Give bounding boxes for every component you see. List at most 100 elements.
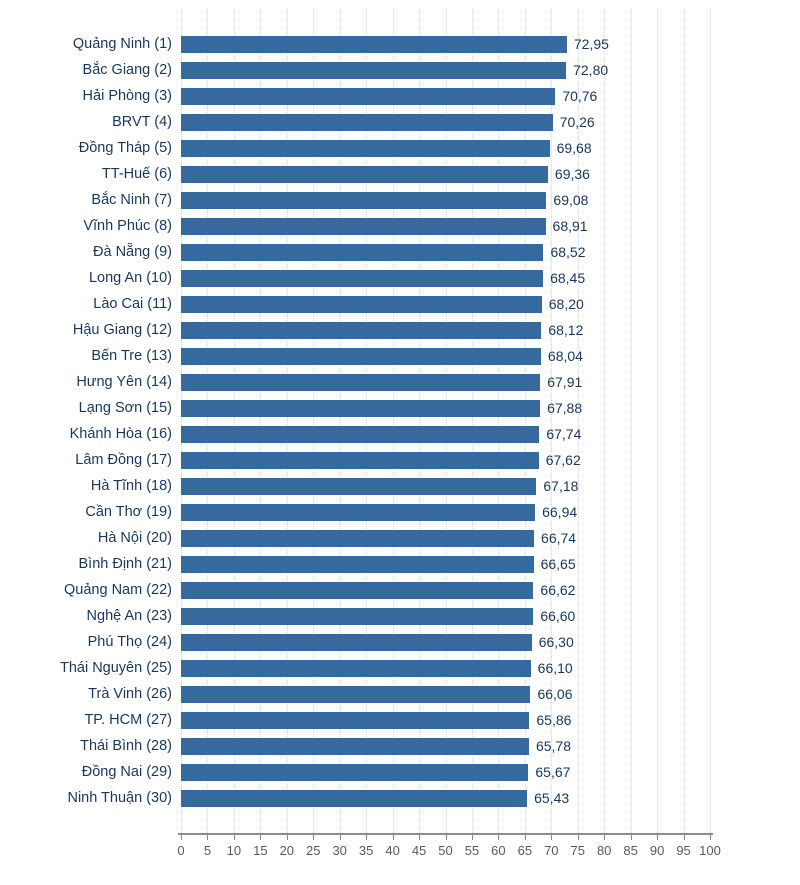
bar-area: 72,80 [181, 57, 800, 83]
bar-row: Phú Thọ (24) 66,30 [0, 629, 800, 655]
x-tick-label-70: 70 [544, 843, 559, 858]
bar [181, 763, 529, 781]
value-label: 68,91 [552, 218, 588, 234]
bar [181, 243, 544, 261]
bar-row: TP. HCM (27) 65,86 [0, 707, 800, 733]
bar-area: 65,67 [181, 759, 800, 785]
x-tick-label-80: 80 [596, 843, 612, 858]
x-tick-label-75: 75 [570, 843, 585, 858]
bar-area: 70,26 [181, 109, 800, 135]
bar-row: Trà Vinh (26) 66,06 [0, 681, 800, 707]
bar-row: Quảng Nam (22) 66,62 [0, 577, 800, 603]
category-label: Khánh Hòa (16) [69, 426, 172, 442]
value-label: 70,76 [562, 88, 598, 104]
bar [181, 737, 529, 755]
value-label: 69,36 [554, 166, 590, 182]
gridline-x-40 [392, 8, 394, 833]
bar [181, 659, 531, 677]
bar-area: 66,94 [181, 499, 800, 525]
x-tick-mark-90 [657, 835, 659, 840]
value-label: 69,68 [556, 140, 592, 156]
gridline-x-10 [233, 8, 235, 833]
gridline-x-35 [366, 8, 368, 833]
x-tick-mark-20 [286, 835, 288, 840]
bar [181, 61, 567, 79]
x-tick-label-45: 45 [411, 843, 427, 858]
gridline-x-0 [181, 8, 182, 833]
gridline-x-95 [683, 8, 685, 833]
gridline-x-60 [498, 8, 500, 833]
value-label: 68,20 [548, 296, 584, 312]
category-label: Hậu Giang (12) [72, 322, 172, 338]
category-label: Đà Nẵng (9) [93, 244, 172, 260]
category-label: Lạng Sơn (15) [78, 400, 172, 416]
x-tick-label-40: 40 [385, 843, 400, 858]
value-label: 66,65 [540, 556, 576, 572]
bar [181, 425, 540, 443]
bar [181, 165, 548, 183]
value-label: 67,18 [543, 478, 579, 494]
bar [181, 373, 541, 391]
bar-area: 68,20 [181, 291, 800, 317]
bar-area: 66,60 [181, 603, 800, 629]
category-label: Vĩnh Phúc (8) [83, 218, 172, 234]
bar-area: 68,04 [181, 343, 800, 369]
bar [181, 451, 539, 469]
bar-row: Lạng Sơn (15) 67,88 [0, 395, 800, 421]
category-label: Lào Cai (11) [93, 296, 172, 312]
x-tick-mark-15 [260, 835, 262, 840]
bar-row: Vĩnh Phúc (8) 68,91 [0, 213, 800, 239]
x-tick-mark-65 [524, 835, 526, 840]
value-label: 67,88 [547, 400, 583, 416]
category-label: Bình Định (21) [78, 556, 173, 572]
category-label: Bắc Ninh (7) [91, 192, 172, 208]
category-label: Bắc Giang (2) [82, 62, 172, 78]
bar-row: Lào Cai (11) 68,20 [0, 291, 800, 317]
bar-row: TT-Huế (6) 69,36 [0, 161, 800, 187]
x-axis-ticks: 0 5 10 15 20 25 30 35 40 45 50 55 60 65 70 75 80 85 90 95 10… [177, 833, 721, 863]
value-label: 65,43 [534, 790, 570, 806]
category-label: Hải Phòng (3) [82, 88, 172, 104]
bar-area: 66,30 [181, 629, 800, 655]
bar-area: 66,65 [181, 551, 800, 577]
bar [181, 295, 542, 313]
gridline-x-65 [524, 8, 526, 833]
x-tick-label-25: 25 [306, 843, 321, 858]
bar-row: Quảng Ninh (1) 72,95 [0, 31, 800, 57]
bar [181, 399, 541, 417]
bar-row: Đồng Nai (29) 65,67 [0, 759, 800, 785]
gridline-x-55 [471, 8, 473, 833]
value-label: 65,78 [535, 738, 572, 754]
x-tick-mark-25 [313, 835, 315, 840]
x-tick-label-100: 100 [699, 843, 721, 858]
x-tick-mark-75 [577, 835, 579, 840]
x-tick-label-20: 20 [279, 843, 295, 858]
x-axis-line [178, 833, 713, 835]
bar-area: 69,68 [181, 135, 800, 161]
gridline-x-90 [657, 8, 659, 833]
bar-area: 67,62 [181, 447, 800, 473]
category-label: BRVT (4) [112, 114, 172, 130]
value-label: 67,62 [545, 452, 581, 468]
value-label: 66,30 [538, 634, 574, 650]
x-tick-mark-80 [604, 835, 606, 840]
x-tick-mark-95 [683, 835, 685, 840]
x-tick-mark-5 [207, 835, 209, 840]
bar-area: 66,74 [181, 525, 800, 551]
value-label: 66,94 [542, 504, 578, 520]
bar-area: 66,10 [181, 655, 800, 681]
x-tick-label-30: 30 [332, 843, 347, 858]
bar-row: Hải Phòng (3) 70,76 [0, 83, 800, 109]
x-tick-label-0: 0 [177, 843, 185, 858]
category-label: Thái Bình (28) [80, 738, 172, 754]
value-label: 68,04 [547, 348, 583, 364]
bar-row: Đồng Tháp (5) 69,68 [0, 135, 800, 161]
x-tick-label-65: 65 [517, 843, 533, 858]
bar [181, 529, 535, 547]
bar-area: 67,74 [181, 421, 800, 447]
bar-row: Bắc Ninh (7) 69,08 [0, 187, 800, 213]
x-tick-mark-55 [471, 835, 473, 840]
bar-row: Hưng Yên (14) 67,91 [0, 369, 800, 395]
bar [181, 87, 556, 105]
value-label: 72,80 [573, 62, 609, 78]
